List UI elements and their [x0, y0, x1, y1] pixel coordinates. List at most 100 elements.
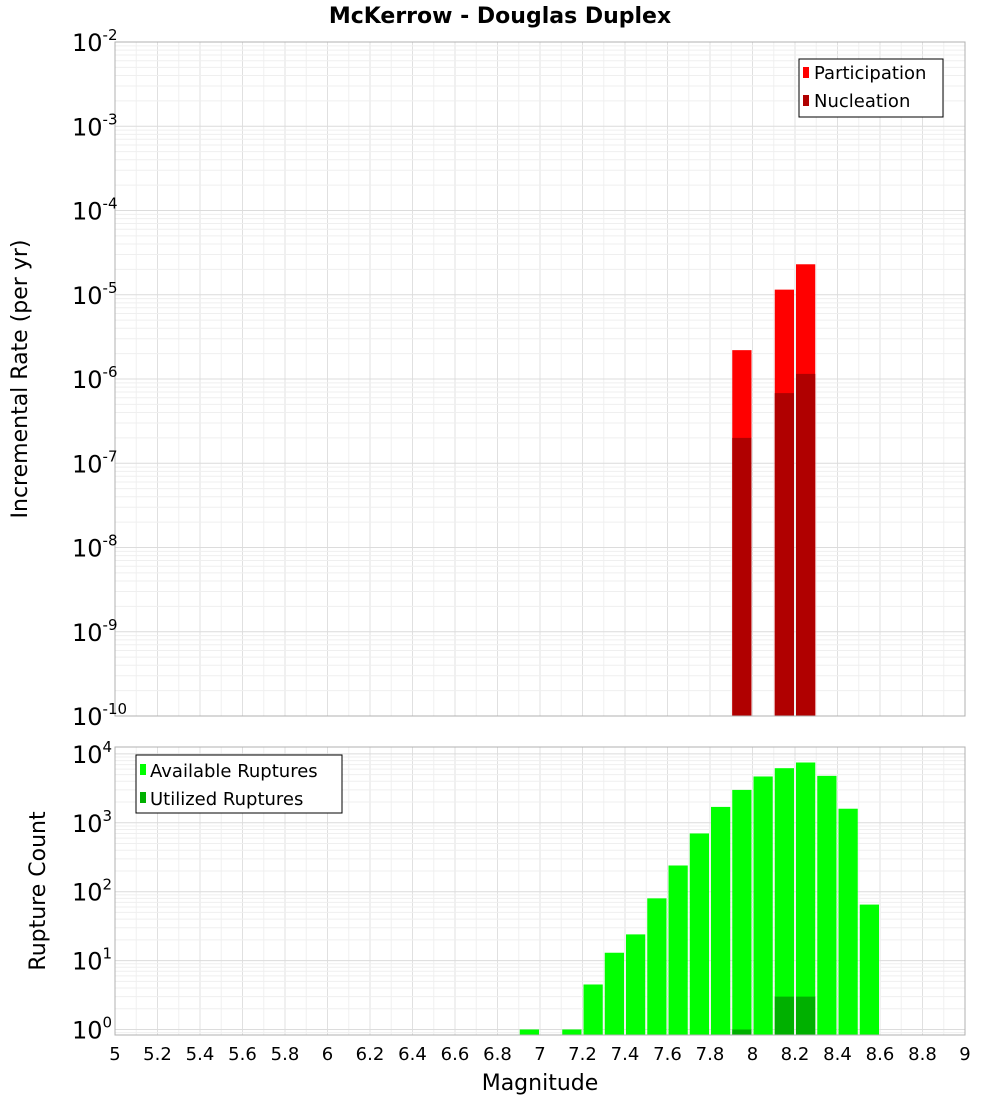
available-ruptures-bar [859, 904, 879, 1035]
y-tick-base: 10 [72, 535, 103, 563]
x-tick-label: 5 [109, 1044, 120, 1065]
top-legend: Participation Nucleation [798, 58, 944, 118]
y-tick-label: 10-7 [72, 447, 118, 478]
available-ruptures-bar [838, 808, 858, 1035]
utilized-ruptures-bar [732, 1029, 752, 1035]
y-tick-label: 10-3 [72, 110, 118, 141]
y-tick-exponent: 3 [103, 807, 113, 825]
y-tick-base: 10 [72, 450, 103, 478]
x-tick-label: 8.4 [823, 1044, 852, 1065]
x-tick-label: 8 [747, 1044, 758, 1065]
y-tick-exponent: -2 [103, 26, 118, 44]
available-ruptures-bar [711, 806, 731, 1035]
x-tick-label: 7.8 [696, 1044, 725, 1065]
x-tick-label: 7.4 [611, 1044, 640, 1065]
x-tick-label: 6.6 [441, 1044, 470, 1065]
y-tick-exponent: -3 [103, 110, 118, 128]
x-tick-label: 7 [534, 1044, 545, 1065]
y-tick-label: 100 [72, 1013, 112, 1044]
top-bars [732, 264, 816, 716]
top-y-ticks: 10-210-310-410-510-610-710-810-910-10 [72, 26, 127, 731]
chart-title: McKerrow - Douglas Duplex [329, 4, 671, 29]
participation-legend-label: Participation [814, 63, 926, 84]
y-tick-label: 102 [72, 876, 112, 907]
y-tick-label: 101 [72, 945, 112, 976]
y-tick-label: 10-6 [72, 363, 118, 394]
bottom-legend-box [135, 754, 343, 814]
y-tick-label: 104 [72, 738, 112, 769]
y-tick-label: 10-9 [72, 616, 118, 647]
available-ruptures-bar [604, 952, 624, 1035]
x-axis-label: Magnitude [482, 1071, 599, 1096]
utilized-legend-swatch [140, 792, 146, 803]
y-tick-label: 103 [72, 807, 112, 838]
y-tick-base: 10 [72, 741, 103, 769]
x-tick-label: 6.2 [356, 1044, 385, 1065]
y-tick-exponent: -10 [103, 700, 128, 718]
y-tick-exponent: -6 [103, 363, 118, 381]
x-tick-label: 6 [322, 1044, 333, 1065]
x-tick-label: 6.8 [483, 1044, 512, 1065]
available-ruptures-bar [689, 833, 709, 1035]
y-tick-label: 10-2 [72, 26, 118, 57]
available-ruptures-bar [817, 775, 837, 1035]
top-legend-box [798, 58, 944, 118]
available-legend-swatch [140, 764, 146, 775]
y-tick-base: 10 [72, 198, 103, 226]
nucleation-legend-label: Nucleation [814, 91, 910, 112]
available-ruptures-bar [519, 1029, 539, 1035]
available-ruptures-bar [774, 768, 794, 1035]
x-tick-label: 5.8 [271, 1044, 300, 1065]
utilized-ruptures-bar [796, 996, 816, 1035]
y-tick-base: 10 [72, 948, 103, 976]
y-tick-base: 10 [72, 1016, 103, 1044]
available-ruptures-bar [796, 762, 816, 1035]
y-tick-base: 10 [72, 619, 103, 647]
x-tick-label: 9 [959, 1044, 970, 1065]
x-tick-label: 6.4 [398, 1044, 427, 1065]
available-ruptures-bar [626, 934, 646, 1035]
available-ruptures-bar [562, 1029, 582, 1035]
y-tick-exponent: 2 [103, 876, 113, 894]
y-tick-label: 10-8 [72, 532, 118, 563]
y-tick-exponent: -4 [103, 195, 118, 213]
y-tick-base: 10 [72, 879, 103, 907]
bottom-bars [519, 762, 879, 1035]
bottom-y-axis-label: Rupture Count [26, 811, 51, 971]
y-tick-label: 10-10 [72, 700, 127, 731]
x-tick-label: 5.6 [228, 1044, 257, 1065]
y-tick-base: 10 [72, 282, 103, 310]
x-tick-label: 8.2 [781, 1044, 810, 1065]
nucleation-bar [774, 393, 794, 716]
available-ruptures-bar [732, 789, 752, 1035]
x-tick-label: 5.2 [143, 1044, 172, 1065]
available-legend-label: Available Ruptures [150, 761, 318, 782]
y-tick-base: 10 [72, 703, 103, 731]
y-tick-exponent: -7 [103, 447, 118, 465]
top-gridlines [114, 41, 966, 717]
top-plot-frame [114, 41, 966, 717]
y-tick-base: 10 [72, 113, 103, 141]
x-tick-label: 8.6 [866, 1044, 895, 1065]
y-tick-exponent: 4 [103, 738, 113, 756]
nucleation-bar [796, 373, 816, 716]
x-tick-label: 7.6 [653, 1044, 682, 1065]
nucleation-legend-swatch [803, 95, 809, 106]
incremental-rate-panel: 10-210-310-410-510-610-710-810-910-10 In… [8, 26, 966, 731]
y-tick-exponent: 0 [103, 1013, 113, 1031]
bottom-legend: Available Ruptures Utilized Ruptures [135, 754, 343, 814]
top-y-axis-label: Incremental Rate (per yr) [8, 240, 33, 519]
available-ruptures-bar [583, 984, 603, 1035]
utilized-legend-label: Utilized Ruptures [150, 789, 303, 810]
x-tick-label: 7.2 [568, 1044, 597, 1065]
available-ruptures-bar [647, 898, 667, 1035]
available-ruptures-bar [668, 865, 688, 1035]
y-tick-label: 10-5 [72, 279, 118, 310]
y-tick-exponent: -5 [103, 279, 118, 297]
y-tick-exponent: -9 [103, 616, 118, 634]
bottom-plot-frame [114, 746, 966, 1036]
utilized-ruptures-bar [774, 996, 794, 1035]
